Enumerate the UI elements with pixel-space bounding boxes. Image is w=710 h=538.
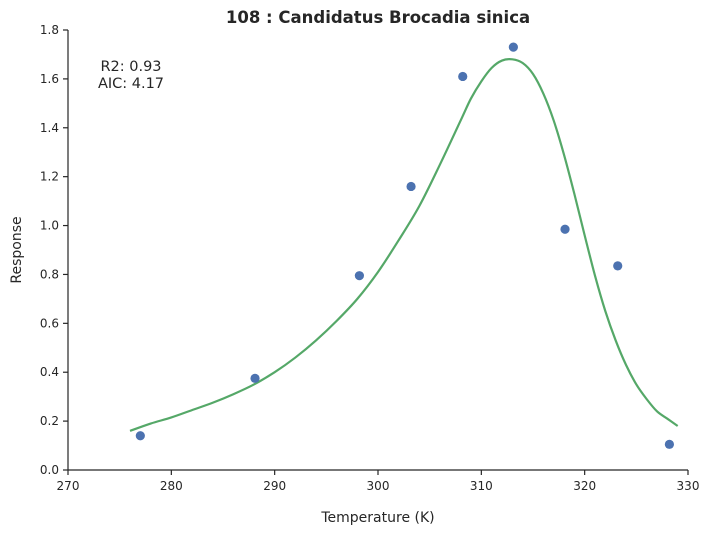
data-point [354,271,364,281]
y-axis-label: Response [9,216,25,283]
data-point [135,431,145,441]
y-tick-label: 0.2 [40,414,59,428]
axes [67,30,688,471]
x-tick-label: 270 [57,479,80,493]
x-tick-label: 280 [160,479,183,493]
y-tick-label: 0.4 [40,365,59,379]
fit-curve [129,58,679,432]
data-point [508,42,518,52]
data-point [406,181,416,192]
x-ticks: 270 280 290 300 310 320 330 [57,470,700,493]
x-axis-label: Temperature (K) [320,510,434,526]
y-tick-label: 1.8 [40,23,59,37]
x-tick-label: 290 [263,479,286,493]
y-tick-label: 0.0 [40,463,59,477]
y-tick-label: 1.6 [40,72,59,86]
x-tick-label: 310 [470,479,493,493]
y-ticks: 0.0 0.2 0.4 0.6 0.8 1.0 1.2 1.4 1.6 1.8 [40,23,68,477]
data-point [560,224,570,234]
chart-title: 108 : Candidatus Brocadia sinica [226,8,530,27]
aic-annotation: AIC: 4.17 [98,76,164,92]
data-point [664,439,675,449]
r2-annotation: R2: 0.93 [100,59,161,75]
data-point [250,373,260,383]
y-tick-label: 1.2 [40,170,59,184]
data-point [458,71,468,82]
x-tick-label: 320 [573,479,596,493]
y-tick-label: 0.6 [40,316,59,330]
y-tick-label: 1.4 [40,121,59,135]
data-points [135,42,675,449]
data-point [613,261,623,271]
y-tick-label: 1.0 [40,219,59,233]
y-tick-label: 0.8 [40,267,59,281]
x-tick-label: 330 [677,479,700,493]
x-tick-label: 300 [367,479,390,493]
